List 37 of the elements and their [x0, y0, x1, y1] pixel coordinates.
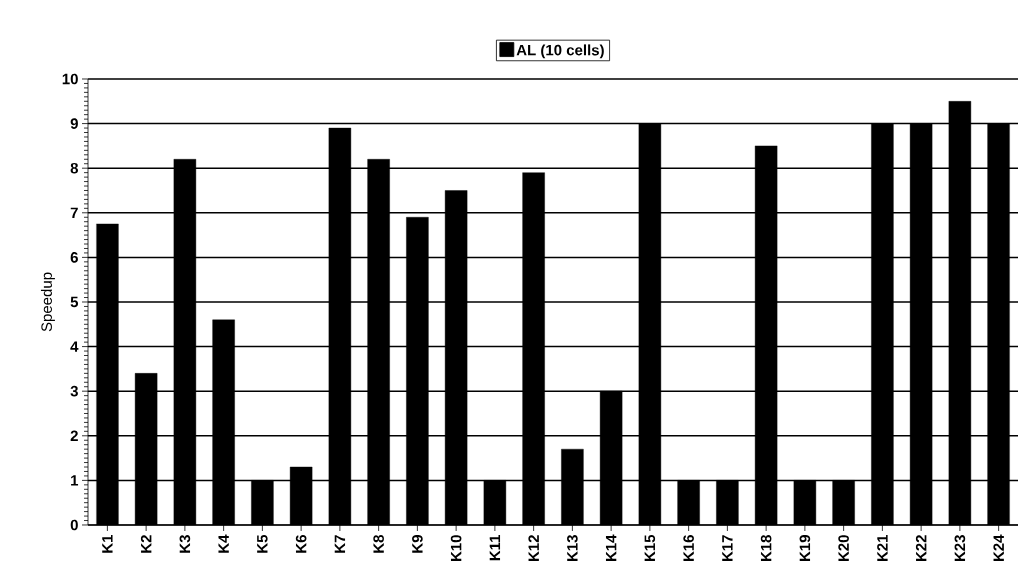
y-tick-label: 1	[71, 475, 79, 486]
x-tick-label: K3	[179, 535, 191, 553]
x-tick-label: K15	[644, 534, 656, 562]
x-tick-label: K1	[102, 534, 113, 553]
y-tick-label: 8	[70, 162, 79, 174]
x-tick-label: K11	[489, 534, 501, 561]
x-tick-label: K16	[683, 535, 694, 562]
x-tick-label: K22	[915, 535, 927, 562]
x-tick-label: K20	[838, 535, 849, 562]
y-tick-label: 2	[70, 430, 78, 442]
x-tick-label: K9	[412, 535, 423, 553]
x-tick-label: K18	[760, 534, 772, 562]
x-tick-label: K7	[334, 535, 346, 553]
x-tick-label: K8	[373, 534, 384, 553]
x-tick-label: K14	[605, 534, 617, 562]
y-tick-label: 10	[62, 73, 78, 85]
y-tick-label: 5	[70, 296, 79, 308]
x-tick-label: K5	[257, 534, 268, 553]
x-tick-label: K12	[528, 535, 539, 562]
y-tick-label: 4	[70, 341, 79, 352]
x-tick-label: K10	[450, 535, 462, 562]
x-tick-label: K21	[877, 534, 888, 562]
y-tick-label: 3	[70, 385, 78, 397]
y-tick-label: 6	[70, 252, 78, 263]
x-tick-label: K4	[218, 534, 229, 553]
y-tick-label: 7	[70, 207, 78, 218]
x-tick-label: K2	[140, 535, 152, 553]
x-tick-label: K24	[993, 534, 1004, 562]
x-tick-label: K23	[954, 535, 966, 562]
y-tick-label: 0	[70, 519, 78, 531]
y-tick-label: 9	[70, 118, 78, 129]
x-tick-label: K6	[295, 535, 307, 553]
legend-label: AL (10 cells)	[516, 44, 604, 59]
x-tick-label: K17	[722, 535, 733, 562]
x-tick-label: K19	[799, 535, 811, 562]
x-tick-label: K13	[567, 535, 578, 562]
y-axis-title: Speedup	[40, 272, 55, 332]
